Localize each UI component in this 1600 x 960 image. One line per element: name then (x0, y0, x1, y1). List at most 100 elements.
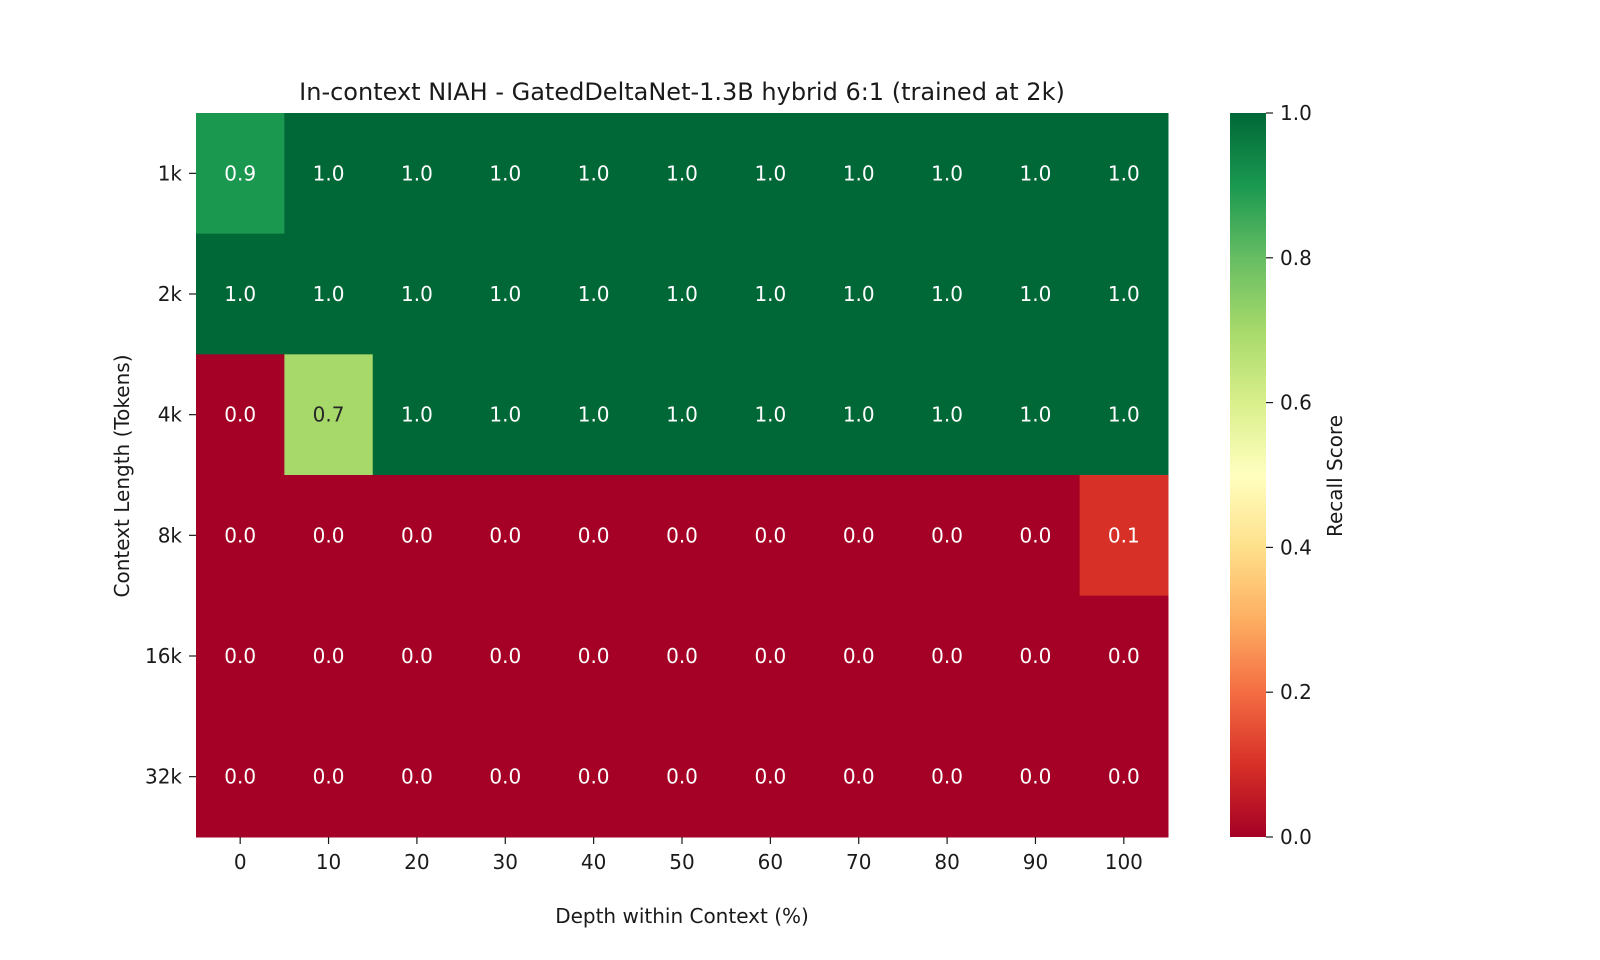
heatmap-cell-value: 0.0 (931, 523, 963, 547)
heatmap-cell (461, 354, 550, 476)
heatmap-cell-value: 1.0 (666, 282, 698, 306)
heatmap-cell-value: 0.0 (578, 765, 610, 789)
heatmap-cell (461, 233, 550, 355)
heatmap-cell-value: 0.0 (666, 644, 698, 668)
heatmap-cell (991, 595, 1081, 717)
heatmap-cell-value: 0.9 (224, 161, 256, 185)
heatmap-cell-value: 1.0 (931, 161, 963, 185)
heatmap-cell-value: 1.0 (1108, 403, 1140, 427)
heatmap-cell (284, 233, 374, 355)
heatmap-cell-value: 1.0 (401, 403, 433, 427)
heatmap-cell-value: 0.0 (489, 644, 521, 668)
heatmap-cell (372, 595, 462, 717)
chart-title: In-context NIAH - GatedDeltaNet-1.3B hyb… (299, 78, 1065, 106)
x-tick-label: 20 (404, 850, 429, 874)
heatmap-cell (372, 113, 462, 235)
heatmap-cell-value: 0.0 (843, 644, 875, 668)
heatmap-cell-value: 1.0 (489, 282, 521, 306)
heatmap-cell (284, 354, 374, 476)
y-tick-label: 32k (145, 765, 182, 789)
heatmap-cell-value: 1.0 (754, 403, 786, 427)
heatmap-cell (1079, 716, 1169, 838)
heatmap-cell-value: 0.7 (313, 403, 345, 427)
heatmap-cell (1079, 354, 1169, 476)
heatmap-cell (372, 354, 462, 476)
heatmap-cell (196, 595, 285, 717)
heatmap-cell-value: 0.0 (666, 765, 698, 789)
heatmap-cell-value: 1.0 (754, 161, 786, 185)
heatmap-cell-value: 1.0 (1020, 282, 1052, 306)
heatmap-cell (902, 354, 992, 476)
heatmap-cell (196, 716, 285, 838)
heatmap-cell-value: 0.0 (754, 644, 786, 668)
heatmap-cell-value: 0.0 (224, 644, 256, 668)
heatmap-cell (549, 475, 639, 597)
heatmap-cell (549, 595, 639, 717)
heatmap-cell (726, 354, 816, 476)
heatmap-cell-value: 1.0 (931, 282, 963, 306)
heatmap-cell (726, 595, 816, 717)
colorbar-tick-label: 1.0 (1280, 101, 1312, 125)
heatmap-cell-value: 0.0 (313, 644, 345, 668)
heatmap-cell (637, 233, 727, 355)
x-tick-label: 70 (846, 850, 871, 874)
heatmap-cell-value: 0.0 (931, 644, 963, 668)
heatmap-cell (726, 716, 816, 838)
heatmap-cell (902, 716, 992, 838)
heatmap-cell-value: 0.0 (843, 523, 875, 547)
heatmap-cell (284, 475, 374, 597)
heatmap-cell-value: 0.1 (1108, 523, 1140, 547)
heatmap-cell-value: 1.0 (401, 161, 433, 185)
heatmap-cell (1079, 233, 1169, 355)
heatmap-cell-value: 1.0 (313, 282, 345, 306)
heatmap-cell (461, 475, 550, 597)
heatmap-cell-value: 0.0 (313, 765, 345, 789)
y-axis-ticks: 1k 2k 4k 8k 16k 32k (145, 161, 196, 789)
heatmap-cell (991, 475, 1081, 597)
heatmap-cell-value: 0.0 (1020, 523, 1052, 547)
colorbar-tick-label: 0.0 (1280, 825, 1312, 849)
heatmap-cell (196, 233, 285, 355)
heatmap-cell (814, 233, 904, 355)
heatmap-cell-value: 0.0 (1108, 644, 1140, 668)
x-axis-ticks: 0 10 20 30 40 50 60 70 80 90 100 (234, 837, 1143, 874)
heatmap-cell (372, 233, 462, 355)
heatmap-cell (991, 354, 1081, 476)
colorbar-tick-label: 0.2 (1280, 680, 1312, 704)
heatmap-cell (461, 595, 550, 717)
y-tick-label: 8k (158, 523, 183, 547)
heatmap-cell (637, 113, 727, 235)
x-axis-label: Depth within Context (%) (555, 904, 809, 928)
heatmap-cell-value: 0.0 (754, 523, 786, 547)
heatmap-cell-value: 0.0 (578, 523, 610, 547)
heatmap-cell-value: 0.0 (224, 523, 256, 547)
heatmap-cell-value: 0.0 (666, 523, 698, 547)
heatmap-cell (461, 716, 550, 838)
heatmap-cell-value: 0.0 (401, 765, 433, 789)
heatmap-cell (196, 475, 285, 597)
heatmap-cell (284, 595, 374, 717)
heatmap-cell (549, 716, 639, 838)
heatmap-cell-value: 1.0 (578, 282, 610, 306)
heatmap-cell-value: 1.0 (489, 403, 521, 427)
heatmap-cell (814, 475, 904, 597)
heatmap-cell-value: 1.0 (1108, 282, 1140, 306)
heatmap-cell (814, 354, 904, 476)
x-tick-label: 30 (493, 850, 518, 874)
x-tick-label: 10 (316, 850, 341, 874)
heatmap-cell (1079, 113, 1169, 235)
x-tick-label: 100 (1105, 850, 1143, 874)
heatmap-cell-value: 1.0 (489, 161, 521, 185)
heatmap-cell (637, 354, 727, 476)
heatmap-cell-value: 0.0 (224, 765, 256, 789)
heatmap-cell-value: 0.0 (754, 765, 786, 789)
heatmap-cell (726, 113, 816, 235)
heatmap-cell-value: 0.0 (1108, 765, 1140, 789)
heatmap-cell-value: 1.0 (1020, 403, 1052, 427)
heatmap-cell (991, 113, 1081, 235)
x-tick-label: 0 (234, 850, 247, 874)
heatmap-cell (1079, 595, 1169, 717)
heatmap-cell-value: 0.0 (578, 644, 610, 668)
y-tick-label: 2k (158, 282, 183, 306)
